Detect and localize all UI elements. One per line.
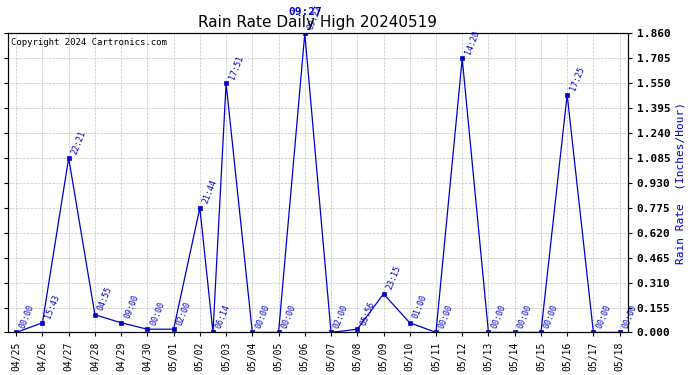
Text: 02:00: 02:00 <box>333 303 350 330</box>
Text: 00:00: 00:00 <box>437 303 455 330</box>
Text: 00:00: 00:00 <box>490 303 508 330</box>
Text: 15:43: 15:43 <box>44 294 61 320</box>
Text: Copyright 2024 Cartronics.com: Copyright 2024 Cartronics.com <box>12 38 167 47</box>
Text: 04:55: 04:55 <box>97 285 114 312</box>
Text: 22:21: 22:21 <box>70 129 88 155</box>
Text: 00:00: 00:00 <box>516 303 534 330</box>
Text: 00:00: 00:00 <box>542 303 560 330</box>
Text: 09:00: 09:00 <box>123 294 140 320</box>
Text: 00:00: 00:00 <box>149 300 166 327</box>
Text: 00:00: 00:00 <box>595 303 613 330</box>
Y-axis label: Rain Rate  (Inches/Hour): Rain Rate (Inches/Hour) <box>676 102 686 264</box>
Text: 09:27: 09:27 <box>306 4 324 31</box>
Text: 06:14: 06:14 <box>215 303 232 330</box>
Text: 02:00: 02:00 <box>175 300 193 327</box>
Text: 21:44: 21:44 <box>201 178 219 205</box>
Text: 23:15: 23:15 <box>385 264 402 291</box>
Text: 00:00: 00:00 <box>254 303 271 330</box>
Text: 05:56: 05:56 <box>359 300 376 327</box>
Text: 14:20: 14:20 <box>464 29 482 56</box>
Text: 09:27: 09:27 <box>288 8 322 17</box>
Text: 00:00: 00:00 <box>17 303 35 330</box>
Text: 17:51: 17:51 <box>228 54 245 81</box>
Text: 00:00: 00:00 <box>280 303 297 330</box>
Text: 17:25: 17:25 <box>569 65 586 92</box>
Text: 00:00: 00:00 <box>621 303 639 330</box>
Text: 01:00: 01:00 <box>411 294 429 320</box>
Title: Rain Rate Daily High 20240519: Rain Rate Daily High 20240519 <box>199 15 437 30</box>
